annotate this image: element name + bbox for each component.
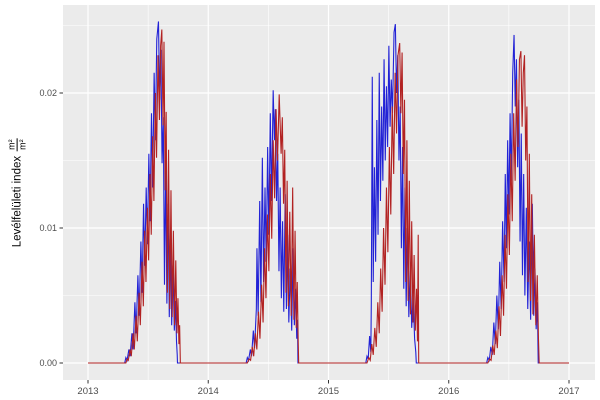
x-tick-label: 2015	[318, 386, 339, 397]
y-tick-label: 0.01	[39, 223, 57, 233]
x-tick-label: 2016	[438, 386, 459, 397]
series-line-red	[88, 29, 569, 364]
y-tick-label: 0.00	[39, 358, 57, 368]
x-tick-label: 2014	[198, 386, 219, 397]
x-tick-label: 2017	[558, 386, 579, 397]
x-tick-label: 2013	[77, 386, 98, 397]
y-tick-label: 0.02	[39, 88, 57, 98]
